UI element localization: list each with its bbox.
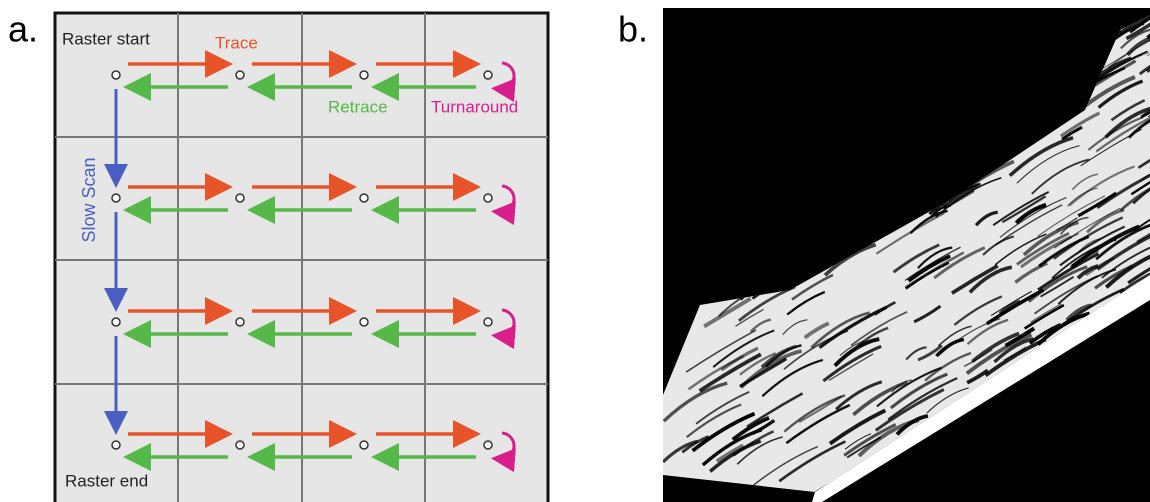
raster-end-label: Raster end	[65, 471, 148, 490]
panel-label: a.	[8, 9, 38, 50]
raster-start-label: Raster start	[62, 29, 150, 48]
scan-point	[236, 318, 244, 326]
scan-point	[484, 71, 492, 79]
panel-label: b.	[618, 9, 648, 50]
scan-point	[360, 194, 368, 202]
scan-point	[236, 71, 244, 79]
trace-label: Trace	[215, 33, 258, 52]
page: a. Raster start Trace Retrace Turnaround…	[0, 0, 1150, 502]
scan-point	[112, 194, 120, 202]
scan-point	[112, 441, 120, 449]
figure: a. Raster start Trace Retrace Turnaround…	[0, 0, 1150, 502]
scan-point	[360, 441, 368, 449]
scan-point	[112, 318, 120, 326]
scan-point	[484, 441, 492, 449]
scan-point	[484, 318, 492, 326]
scan-point	[360, 318, 368, 326]
scan-point	[112, 71, 120, 79]
scan-point	[236, 194, 244, 202]
scan-point	[236, 441, 244, 449]
scan-point	[360, 71, 368, 79]
turnaround-label: Turnaround	[431, 97, 518, 116]
slow-scan-label: Slow Scan	[79, 157, 99, 242]
retrace-label: Retrace	[328, 97, 388, 116]
scan-point	[484, 194, 492, 202]
